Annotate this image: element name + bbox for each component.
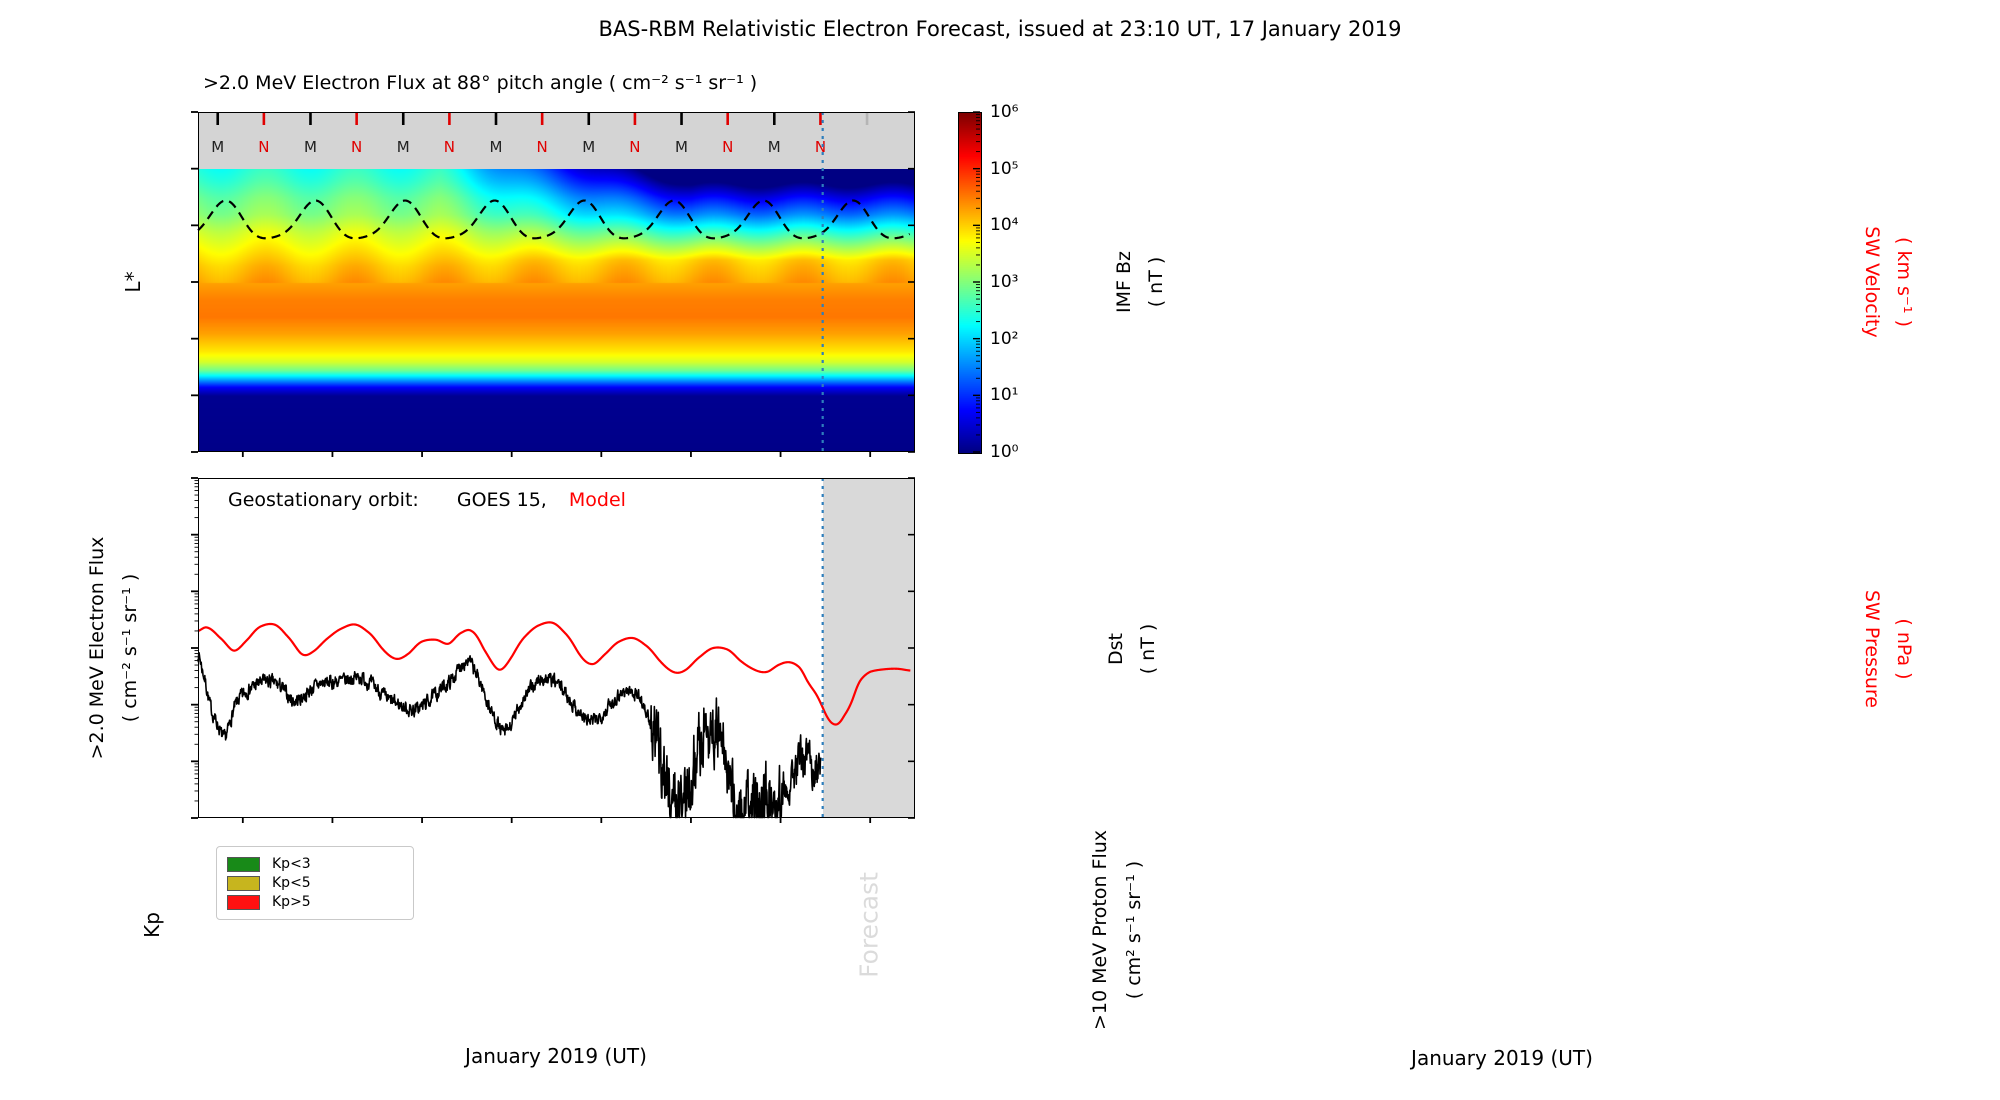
swpressure-ylabel-line1: SW Pressure [1861,589,1883,709]
kp-legend-row-yellow: Kp<5 [227,875,403,891]
svg-text:M: M [675,138,688,156]
svg-text:N: N [351,138,362,156]
goes-legend-model: Model [568,489,626,511]
colorbar-tick: 10³ [990,272,1019,292]
imf-ylabel-line2: ( nT ) [1145,256,1167,308]
flux-map-gray-band [198,112,915,169]
colorbar-tick: 10⁰ [990,442,1019,462]
colorbar-tick: 10² [990,328,1019,349]
kp-yellow-swatch [227,875,260,891]
kp-yellow-label: Kp<5 [272,875,311,891]
svg-text:N: N [629,138,640,156]
swpressure-ylabel-line2: ( nPa ) [1893,618,1915,680]
imf-ylabel-line1: IMF Bz [1113,251,1135,313]
goes-legend: Geostationary orbit: GOES 15, Model [228,489,626,511]
figure-title: BAS-RBM Relativistic Electron Forecast, … [598,17,1402,41]
svg-text:N: N [722,138,733,156]
svg-text:N: N [258,138,269,156]
kp-ylabel: Kp [140,912,164,938]
goes-legend-prefix: Geostationary orbit: [228,489,419,511]
svg-text:N: N [815,138,826,156]
colorbar-tick: 10⁶ [990,102,1019,122]
goes-ylabel-line2: ( cm⁻² s⁻¹ sr⁻¹ ) [119,573,141,723]
kp-legend-row-red: Kp>5 [227,894,403,910]
goes-ylabel-line1: >2.0 MeV Electron Flux [86,536,108,760]
kp-red-swatch [227,894,260,910]
kp-legend-box: Kp<3 Kp<5 Kp>5 [216,846,414,920]
svg-text:M: M [582,138,595,156]
kp-legend-row-green: Kp<3 [227,856,403,872]
goes-legend-goes15: GOES 15, [456,489,547,511]
flux-map-ylabel: L* [121,271,145,293]
svg-text:N: N [444,138,455,156]
flux-map-title: >2.0 MeV Electron Flux at 88° pitch angl… [203,72,758,94]
xaxis-label-right: January 2019 (UT) [1411,1046,1593,1070]
forecast-shaded-region [822,478,915,818]
svg-text:M: M [768,138,781,156]
swvelocity-ylabel-line2: ( km s⁻¹ ) [1893,237,1915,327]
svg-text:N: N [537,138,548,156]
dst-ylabel-line1: Dst [1105,633,1127,665]
colorbar-tick: 10¹ [990,385,1019,406]
flux-map-heatmap [198,169,915,452]
svg-text:M: M [397,138,410,156]
svg-text:M: M [211,138,224,156]
proton-ylabel-line1: >10 MeV Proton Flux [1089,829,1111,1031]
dst-ylabel-line2: ( nT ) [1137,623,1159,675]
swvelocity-ylabel-line1: SW Velocity [1861,226,1883,338]
svg-text:M: M [304,138,317,156]
colorbar-tick: 10⁴ [990,215,1019,236]
kp-green-swatch [227,856,260,872]
colorbar-tick: 10⁵ [990,158,1019,179]
xaxis-label-left: January 2019 (UT) [465,1044,647,1068]
proton-ylabel-line2: ( cm² s⁻¹ sr⁻¹ ) [1123,860,1145,1000]
svg-text:M: M [490,138,503,156]
kp-green-label: Kp<3 [272,856,311,872]
kp-red-label: Kp>5 [272,894,311,910]
